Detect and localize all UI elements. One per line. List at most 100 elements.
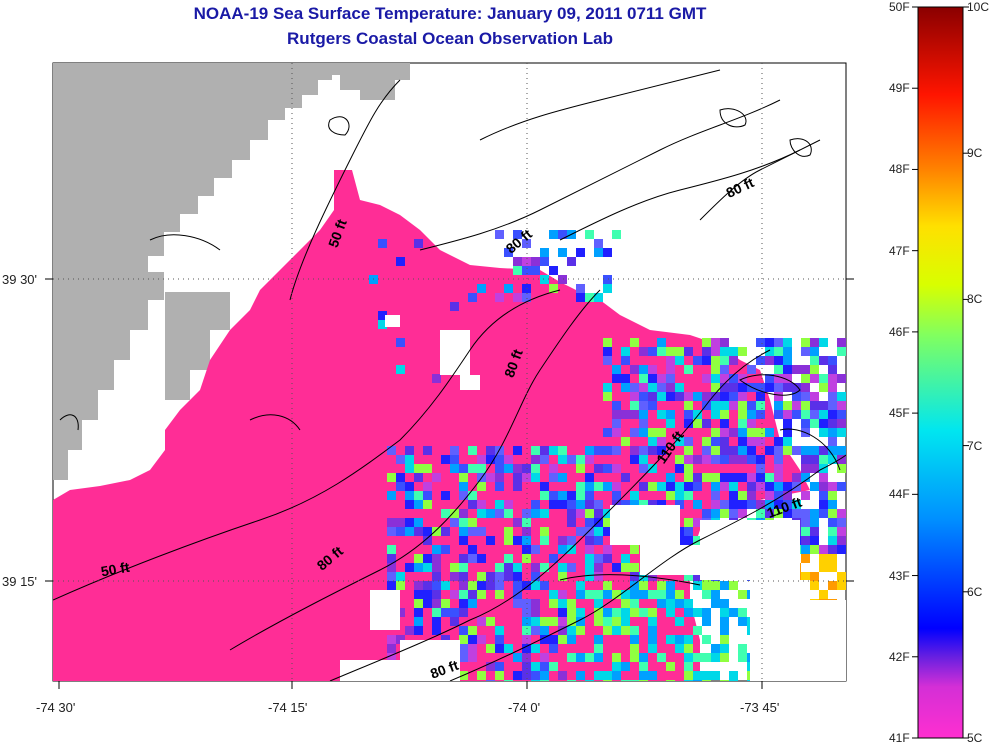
colorbar-f-label: 49F: [889, 81, 910, 96]
sst-pixel: [495, 581, 504, 590]
sst-pixel: [738, 590, 747, 599]
sst-pixel: [540, 563, 549, 572]
sst-pixel: [423, 599, 432, 608]
sst-pixel: [441, 599, 450, 608]
sst-pixel: [747, 473, 756, 482]
sst-pixel: [774, 392, 783, 401]
sst-pixel: [630, 500, 639, 509]
sst-pixel: [765, 356, 774, 365]
sst-pixel: [558, 617, 567, 626]
sst-pixel: [738, 617, 747, 626]
sst-pixel: [630, 446, 639, 455]
sst-pixel: [531, 509, 540, 518]
sst-pixel: [666, 482, 675, 491]
sst-pixel: [639, 410, 648, 419]
sst-pixel: [792, 473, 801, 482]
sst-pixel: [459, 572, 468, 581]
sst-pixel: [603, 617, 612, 626]
sst-pixel: [567, 680, 576, 681]
sst-pixel: [612, 464, 621, 473]
sst-pixel: [639, 662, 648, 671]
sst-pixel: [693, 680, 702, 681]
sst-pixel: [783, 410, 792, 419]
colorbar-f-label: 42F: [889, 649, 910, 664]
sst-pixel: [468, 464, 477, 473]
sst-pixel: [711, 599, 720, 608]
sst-pixel: [630, 608, 639, 617]
sst-pixel: [558, 500, 567, 509]
sst-pixel: [657, 437, 666, 446]
sst-pixel: [567, 608, 576, 617]
sst-pixel: [387, 563, 396, 572]
sst-pixel: [513, 599, 522, 608]
sst-pixel: [594, 527, 603, 536]
sst-pixel: [567, 635, 576, 644]
sst-pixel: [711, 392, 720, 401]
sst-pixel: [684, 608, 693, 617]
sst-pixel: [657, 653, 666, 662]
sst-pixel: [774, 401, 783, 410]
sst-pixel: [630, 392, 639, 401]
sst-pixel: [756, 401, 765, 410]
sst-pixel: [630, 383, 639, 392]
sst-pixel: [747, 482, 756, 491]
sst-pixel: [720, 338, 729, 347]
sst-pixel: [657, 392, 666, 401]
sst-pixel: [612, 608, 621, 617]
sst-pixel: [576, 653, 585, 662]
sst-pixel: [450, 455, 459, 464]
sst-pixel: [837, 455, 846, 464]
sst-pixel: [819, 554, 828, 563]
sst-pixel: [603, 338, 612, 347]
sst-pixel: [801, 518, 810, 527]
sst-pixel: [531, 257, 540, 266]
sst-pixel: [837, 482, 846, 491]
sst-pixel: [603, 626, 612, 635]
sst-pixel: [684, 446, 693, 455]
sst-pixel: [711, 644, 720, 653]
sst-pixel: [810, 572, 819, 581]
sst-pixel: [711, 509, 720, 518]
sst-pixel: [621, 437, 630, 446]
sst-pixel: [585, 554, 594, 563]
sst-pixel: [774, 437, 783, 446]
sst-pixel: [477, 509, 486, 518]
sst-pixel: [693, 473, 702, 482]
sst-pixel: [738, 347, 747, 356]
sst-pixel: [702, 590, 711, 599]
sst-pixel: [783, 338, 792, 347]
sst-pixel: [648, 437, 657, 446]
sst-pixel: [594, 635, 603, 644]
sst-pixel: [630, 572, 639, 581]
sst-pixel: [621, 383, 630, 392]
sst-pixel: [801, 419, 810, 428]
sst-pixel: [648, 365, 657, 374]
sst-pixel: [774, 374, 783, 383]
sst-pixel: [684, 680, 693, 681]
sst-pixel: [702, 437, 711, 446]
axis-ticks: [45, 278, 854, 689]
sst-pixel: [594, 599, 603, 608]
sst-pixel: [756, 455, 765, 464]
sst-pixel: [657, 347, 666, 356]
sst-pixel: [423, 500, 432, 509]
sst-pixel: [684, 401, 693, 410]
sst-pixel: [549, 644, 558, 653]
sst-pixel: [594, 482, 603, 491]
sst-pixel: [540, 509, 549, 518]
sst-pixel: [675, 500, 684, 509]
sst-pixel: [432, 626, 441, 635]
sst-pixel: [792, 401, 801, 410]
sst-pixel: [639, 500, 648, 509]
sst-pixel: [711, 428, 720, 437]
sst-pixel: [738, 653, 747, 662]
sst-pixel: [558, 491, 567, 500]
sst-pixel: [405, 626, 414, 635]
sst-pixel: [711, 671, 720, 680]
sst-pixel: [531, 473, 540, 482]
sst-pixel: [594, 617, 603, 626]
sst-pixel: [765, 500, 774, 509]
sst-pixel: [639, 590, 648, 599]
sst-pixel: [666, 347, 675, 356]
sst-pixel: [540, 671, 549, 680]
